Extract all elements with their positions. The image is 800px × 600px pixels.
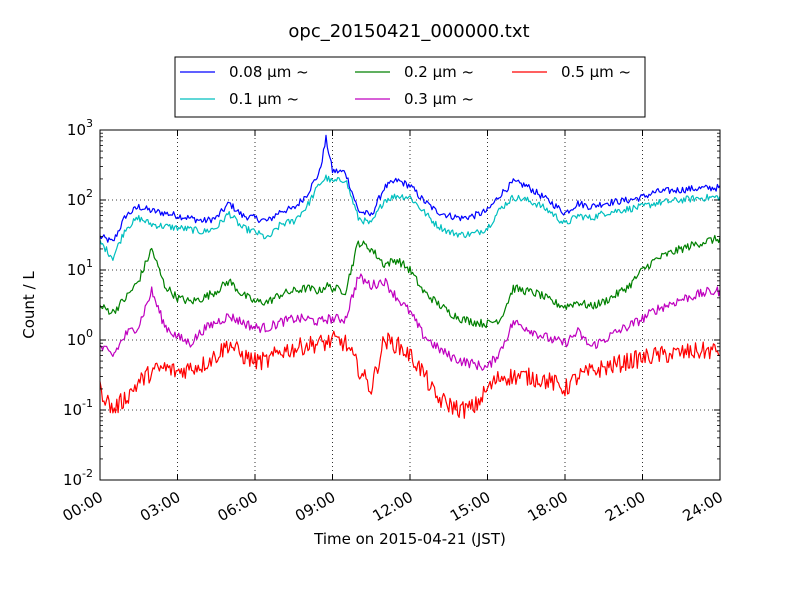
series-line-4 bbox=[99, 330, 721, 419]
legend-label-0: 0.08 μm ~ bbox=[229, 63, 309, 81]
y-axis-label: Count / L bbox=[20, 271, 38, 339]
legend-box bbox=[174, 56, 646, 118]
chart-title: opc_20150421_000000.txt bbox=[288, 21, 529, 42]
series-line-1 bbox=[99, 174, 721, 261]
plot-frame bbox=[99, 129, 721, 481]
series-line-2 bbox=[99, 234, 721, 329]
legend-label-2: 0.2 μm ~ bbox=[404, 63, 474, 81]
series-line-0 bbox=[99, 134, 721, 243]
legend-label-3: 0.3 μm ~ bbox=[404, 90, 474, 108]
legend: 0.08 μm ~ 0.1 μm ~ 0.2 μm ~ 0.3 μm ~ 0.5 μm … bbox=[174, 56, 646, 118]
legend-label-1: 0.1 μm ~ bbox=[229, 90, 299, 108]
legend-label-4: 0.5 μm ~ bbox=[561, 63, 631, 81]
series-line-3 bbox=[99, 273, 721, 371]
series-lines bbox=[99, 134, 721, 419]
x-axis-label: Time on 2015-04-21 (JST) bbox=[313, 530, 506, 548]
